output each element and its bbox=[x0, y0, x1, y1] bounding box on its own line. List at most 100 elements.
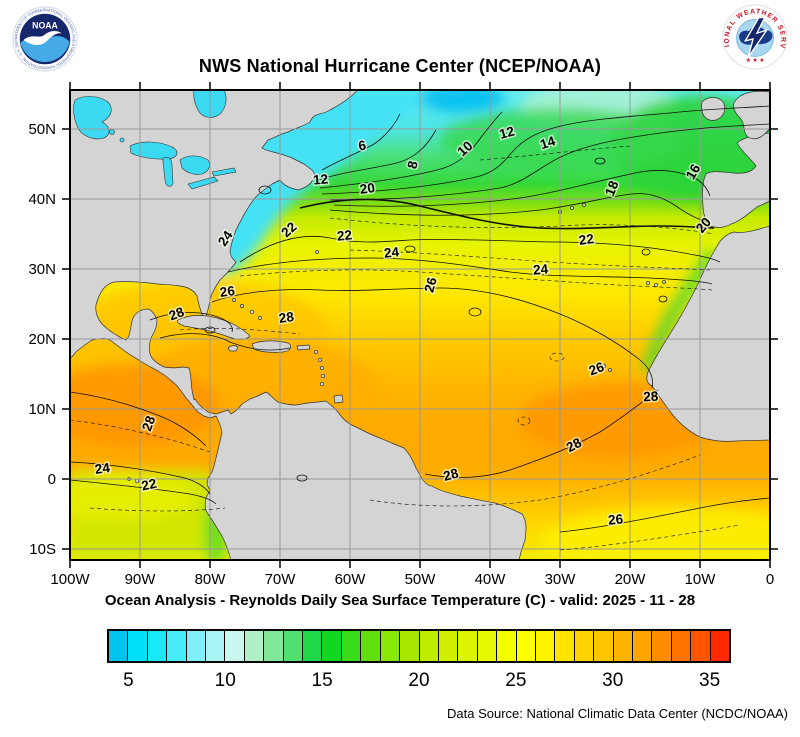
colorbar-tick-label: 10 bbox=[214, 670, 236, 691]
contour-label: 26 bbox=[219, 283, 236, 300]
lakes bbox=[73, 90, 237, 190]
noaa-logo: NATIONAL OCEANIC AND ATMOSPHERIC ADMINIS… bbox=[11, 2, 78, 77]
contour-label: 22 bbox=[140, 476, 158, 494]
x-tick-label: 80W bbox=[195, 571, 227, 588]
x-tick-label: 0 bbox=[766, 571, 774, 588]
graticule bbox=[70, 90, 770, 560]
contour-label: 24 bbox=[383, 244, 400, 261]
ireland-land bbox=[701, 97, 726, 121]
x-tick-label: 30W bbox=[545, 571, 577, 588]
colorbar-cell bbox=[206, 631, 226, 661]
colorbar-cell bbox=[244, 631, 265, 661]
colorbar-cell bbox=[710, 631, 729, 661]
colorbar-cell bbox=[186, 631, 207, 661]
europe-land bbox=[702, 132, 770, 228]
contour-label: 12 bbox=[312, 171, 328, 187]
colorbar-cell bbox=[361, 631, 381, 661]
y-tick-label: 20N bbox=[28, 331, 56, 348]
x-tick-label: 40W bbox=[475, 571, 507, 588]
nws-stars: ★ ★ ★ bbox=[746, 57, 765, 64]
y-tick-label: 0 bbox=[48, 471, 56, 488]
colorbar-cell bbox=[477, 631, 498, 661]
noaa-logo-wordmark: NOAA bbox=[32, 20, 58, 30]
sst-contours-intermediate bbox=[70, 145, 741, 551]
colorbar-cell bbox=[380, 631, 401, 661]
page-title: NWS National Hurricane Center (NCEP/NOAA… bbox=[198, 56, 602, 76]
contour-label: 28 bbox=[442, 465, 461, 484]
nws-lightning-icon bbox=[743, 16, 769, 58]
y-tick-label: 50N bbox=[28, 121, 56, 138]
colorbar-cell bbox=[283, 631, 304, 661]
lake-superior bbox=[129, 141, 178, 160]
great-britain-land bbox=[733, 90, 770, 140]
x-tick-label: 60W bbox=[335, 571, 367, 588]
colorbar-cell bbox=[264, 631, 284, 661]
noaa-bird-icon bbox=[23, 31, 62, 45]
james-bay bbox=[73, 96, 112, 140]
contour-label: 22 bbox=[336, 227, 353, 243]
africa-land bbox=[646, 225, 770, 442]
colorbar-cell bbox=[147, 631, 168, 661]
y-tick-label: 30N bbox=[28, 261, 56, 278]
colorbar-tick-label: 35 bbox=[699, 670, 721, 691]
x-tick-label: 10W bbox=[685, 571, 717, 588]
contour-label: 28 bbox=[643, 389, 659, 405]
colorbar-tick-label: 5 bbox=[123, 670, 134, 691]
data-source-text: Data Source: National Climatic Data Cent… bbox=[447, 706, 788, 721]
contour-label: 24 bbox=[94, 460, 111, 477]
puerto-rico-land bbox=[296, 344, 311, 351]
contour-label: 26 bbox=[587, 359, 607, 378]
colorbar-cell bbox=[555, 631, 575, 661]
x-tick-label: 100W bbox=[50, 571, 90, 588]
colorbar-cell bbox=[109, 631, 129, 661]
colorbar-tick-label: 25 bbox=[505, 670, 527, 691]
axis-ticks bbox=[62, 82, 778, 568]
contour-label: 24 bbox=[532, 261, 549, 277]
colorbar-cell bbox=[438, 631, 459, 661]
colorbar-tick-label: 30 bbox=[602, 670, 624, 691]
colorbar-cell bbox=[632, 631, 653, 661]
colorbar-cell bbox=[400, 631, 420, 661]
colorbar-cell bbox=[516, 631, 536, 661]
x-tick-label: 90W bbox=[125, 571, 157, 588]
colorbar-cell bbox=[535, 631, 556, 661]
colorbar bbox=[107, 629, 731, 663]
colorbar-cell bbox=[303, 631, 323, 661]
contour-label: 12 bbox=[498, 123, 516, 141]
colorbar-cell bbox=[613, 631, 633, 661]
colorbar-cell bbox=[652, 631, 672, 661]
y-tick-label: 10N bbox=[28, 401, 56, 418]
colorbar-cell bbox=[458, 631, 478, 661]
colorbar-cell bbox=[497, 631, 517, 661]
contour-label: 28 bbox=[139, 413, 158, 433]
x-axis-labels: 100W 90W 80W 70W 60W 50W 40W 30W 20W 10W 0 bbox=[50, 571, 774, 588]
y-axis-labels: 50N 40N 30N 20N 10N 0 10S bbox=[28, 121, 56, 558]
hispaniola-land bbox=[251, 340, 292, 353]
lake-michigan bbox=[162, 156, 174, 187]
colorbar-labels: 5 10 15 20 25 30 35 bbox=[0, 670, 800, 694]
colorbar-tick-label: 20 bbox=[408, 670, 430, 691]
x-tick-label: 50W bbox=[405, 571, 437, 588]
contour-label: 14 bbox=[538, 133, 557, 152]
colorbar-tick-label: 15 bbox=[311, 670, 333, 691]
colorbar-cell bbox=[691, 631, 711, 661]
contour-label: 20 bbox=[359, 180, 376, 197]
colorbar-cell bbox=[671, 631, 692, 661]
colorbar-cell bbox=[322, 631, 342, 661]
colorbar-cell bbox=[574, 631, 595, 661]
contour-label: 28 bbox=[278, 309, 295, 326]
nws-logo: NATIONAL WEATHER SERVICE ★ ★ ★ bbox=[719, 0, 788, 75]
jamaica-land bbox=[227, 345, 239, 352]
sst-contours bbox=[70, 105, 770, 533]
colorbar-cell bbox=[167, 631, 187, 661]
x-tick-label: 70W bbox=[265, 571, 297, 588]
small-islands bbox=[127, 203, 666, 484]
colorbar-cell bbox=[419, 631, 439, 661]
contour-label: 22 bbox=[578, 231, 595, 248]
contour-label: 28 bbox=[167, 304, 187, 323]
colorbar-cell bbox=[341, 631, 362, 661]
colorbar-cell bbox=[225, 631, 245, 661]
